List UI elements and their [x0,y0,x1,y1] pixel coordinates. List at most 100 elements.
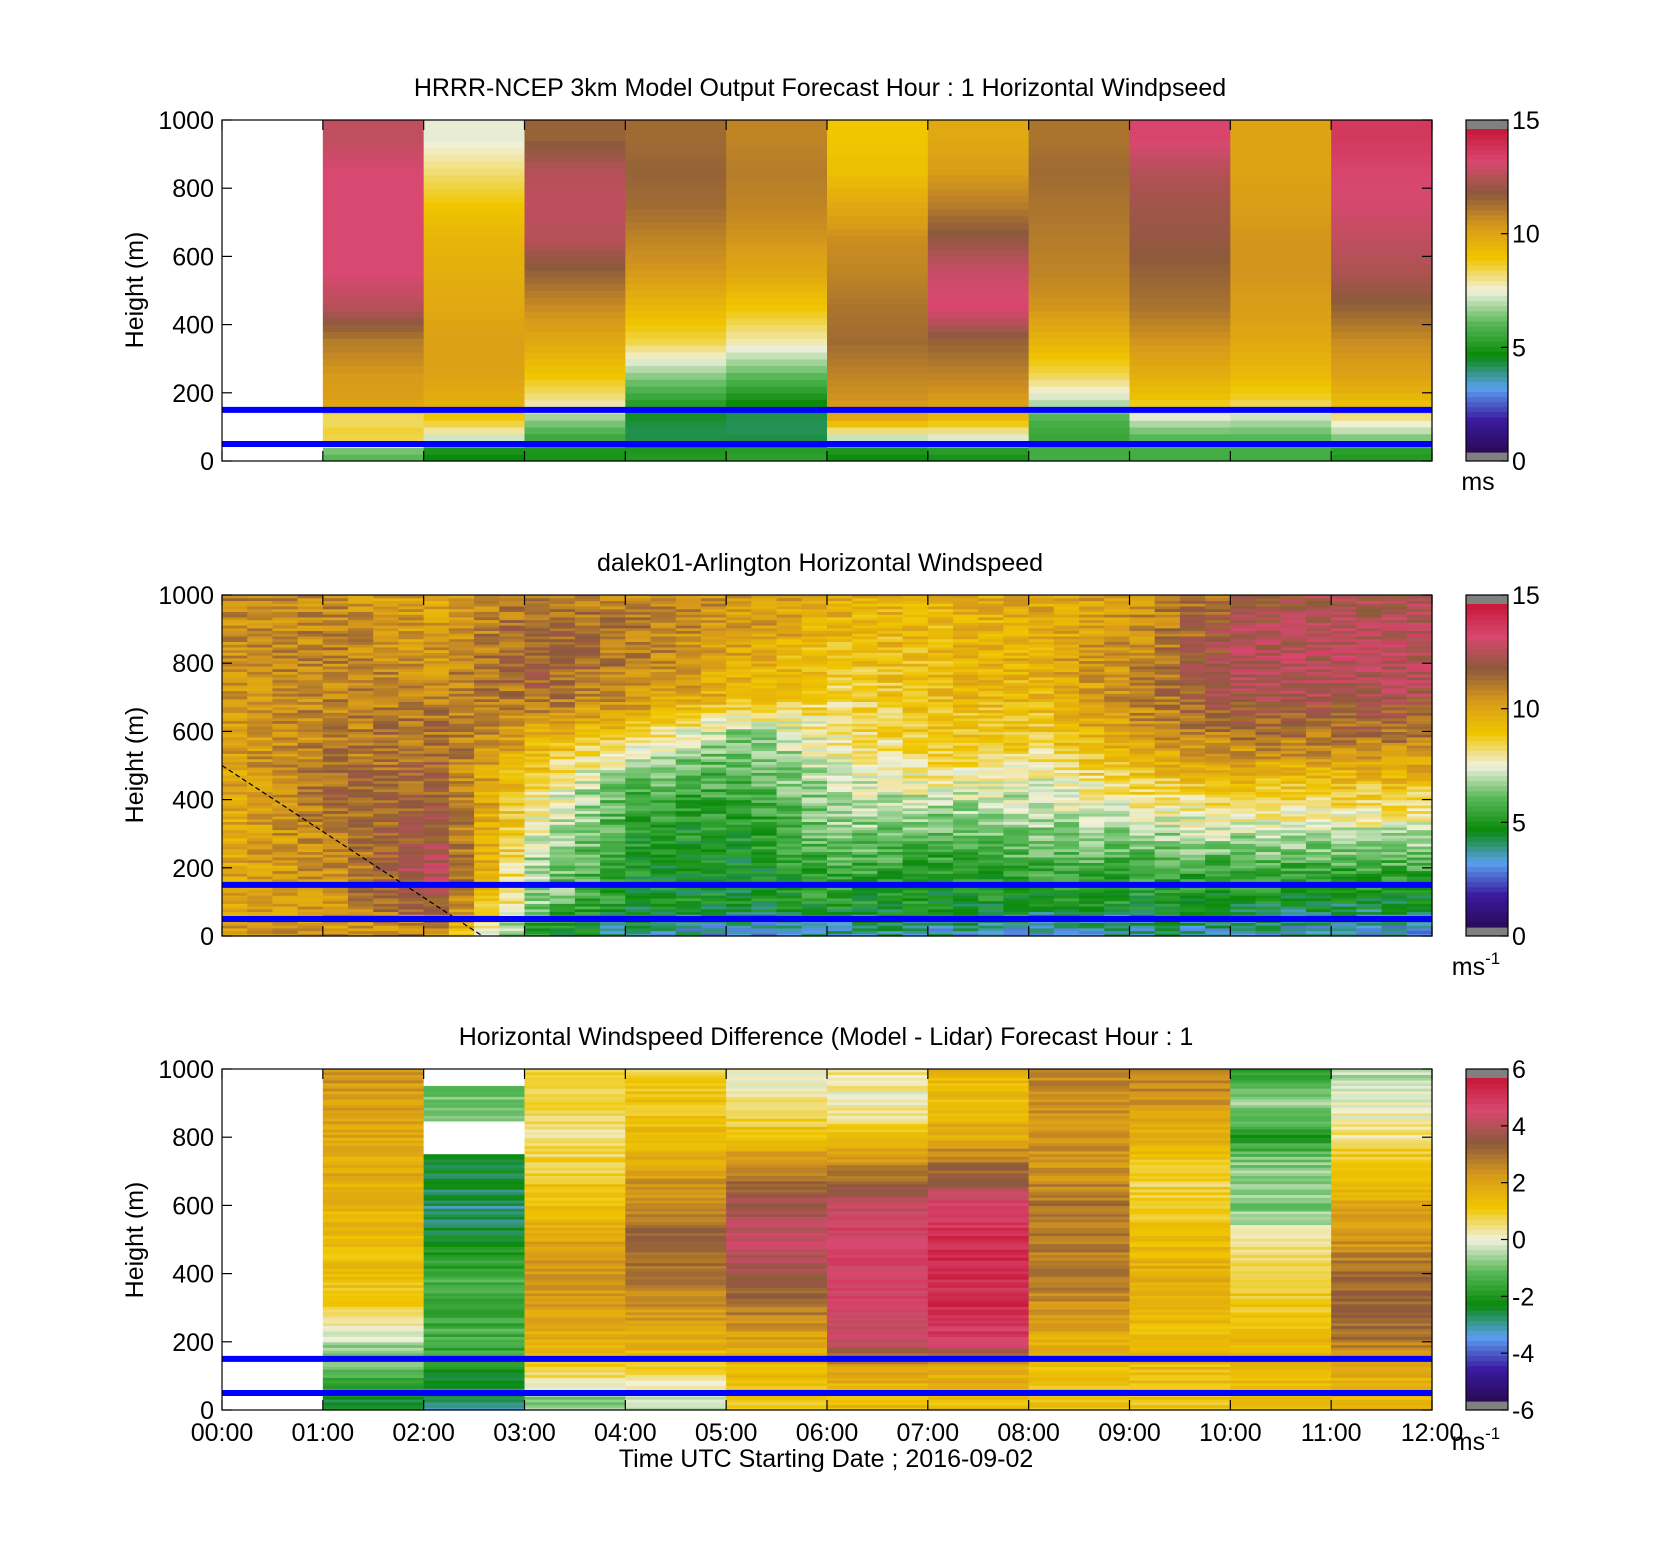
heatmap-cell [1003,818,1030,823]
heatmap-cell [902,657,929,662]
heatmap-cell [751,704,778,708]
heatmap-cell [726,867,752,872]
heatmap-cell [222,655,248,659]
heatmap-cell [398,766,425,771]
heatmap-cell [902,742,929,746]
heatmap-cell [600,908,626,913]
heatmap-cell [801,676,828,681]
heatmap-cell [877,704,904,708]
heatmap-cell [348,761,374,765]
heatmap-cell [650,933,677,937]
heatmap-cell [827,753,853,757]
heatmap-cell [1028,600,1055,604]
heatmap-cell [398,925,425,929]
heatmap-cell [348,807,374,812]
heatmap-cell [827,625,853,629]
heatmap-cell [322,663,349,667]
heatmap-cell [852,878,879,883]
heatmap-cell [852,829,879,833]
heatmap-cell [751,750,778,754]
heatmap-cell [499,835,526,839]
heatmap-cell [474,870,500,874]
heatmap-cell [927,878,954,883]
heatmap-cell [625,668,652,672]
heatmap-cell [852,605,879,610]
heatmap-cell [1331,351,1433,360]
heatmap-cell [574,595,601,599]
heatmap-cell [827,862,853,866]
heatmap-cell [272,889,299,893]
heatmap-cell [650,845,677,850]
heatmap-cell [448,633,475,637]
heatmap-cell [726,892,752,896]
heatmap-cell [1003,927,1030,932]
heatmap-cell [801,695,828,700]
heatmap-cell [1028,627,1055,632]
heatmap-cell [700,747,727,752]
heatmap-cell [801,892,828,896]
heatmap-cell [272,794,299,798]
heatmap-cell [675,780,702,784]
heatmap-cell [1028,750,1055,754]
heatmap-cell [549,905,576,910]
heatmap-cell [877,805,904,809]
heatmap-cell [1129,338,1231,346]
heatmap-cell [776,753,803,757]
heatmap-cell [297,635,324,640]
heatmap-cell [751,775,778,779]
heatmap-cell [927,160,1030,169]
heatmap-cell [953,856,979,861]
heatmap-cell [297,709,324,713]
heatmap-cell [448,755,475,760]
colorbar-swatch [1466,335,1508,342]
heatmap-cell [902,843,929,847]
heatmap-cell [852,854,879,858]
heatmap-cell [827,769,853,773]
heatmap-cell [423,843,450,847]
heatmap-cell [1003,619,1030,623]
heatmap-cell [902,646,929,651]
heatmap-cell [549,854,576,858]
heatmap-cell [423,873,450,877]
heatmap-cell [726,600,752,604]
heatmap-cell [297,723,324,727]
heatmap-cell [751,914,778,918]
heatmap-cell [953,807,979,812]
heatmap-cell [751,674,778,678]
heatmap-cell [751,728,778,732]
heatmap-cell [978,605,1005,610]
heatmap-cell [625,862,652,866]
heatmap-cell [574,717,601,722]
heatmap-cell [650,859,677,863]
heatmap-cell [877,796,904,801]
heatmap-cell [1230,133,1332,142]
heatmap-cell [801,911,828,915]
heatmap-cell [499,704,526,708]
heatmap-cell [322,385,425,394]
heatmap-cell [625,854,652,858]
heatmap-cell [348,695,374,700]
heatmap-cell [373,622,400,626]
heatmap-cell [726,780,752,784]
heatmap-cell [499,766,526,771]
heatmap-cell [398,739,425,743]
heatmap-cell [776,695,803,700]
heatmap-cell [297,595,324,599]
heatmap-cell [423,794,450,798]
heatmap-cell [600,619,626,623]
heatmap-cell [1003,764,1030,768]
colorbar-swatch [1466,260,1508,266]
heatmap-cell [222,796,248,801]
heatmap-cell [801,903,828,907]
heatmap-cell [953,769,979,773]
colorbar-swatch [1466,285,1508,292]
heatmap-cell [1331,283,1433,292]
heatmap-cell [827,454,929,462]
heatmap-cell [776,614,803,618]
heatmap-cell [1003,687,1030,692]
heatmap-cell [1079,835,1105,839]
heatmap-cell [322,854,349,858]
colorbar-frame [1465,119,1509,462]
heatmap-cell [852,720,879,724]
heatmap-cell [297,616,324,621]
